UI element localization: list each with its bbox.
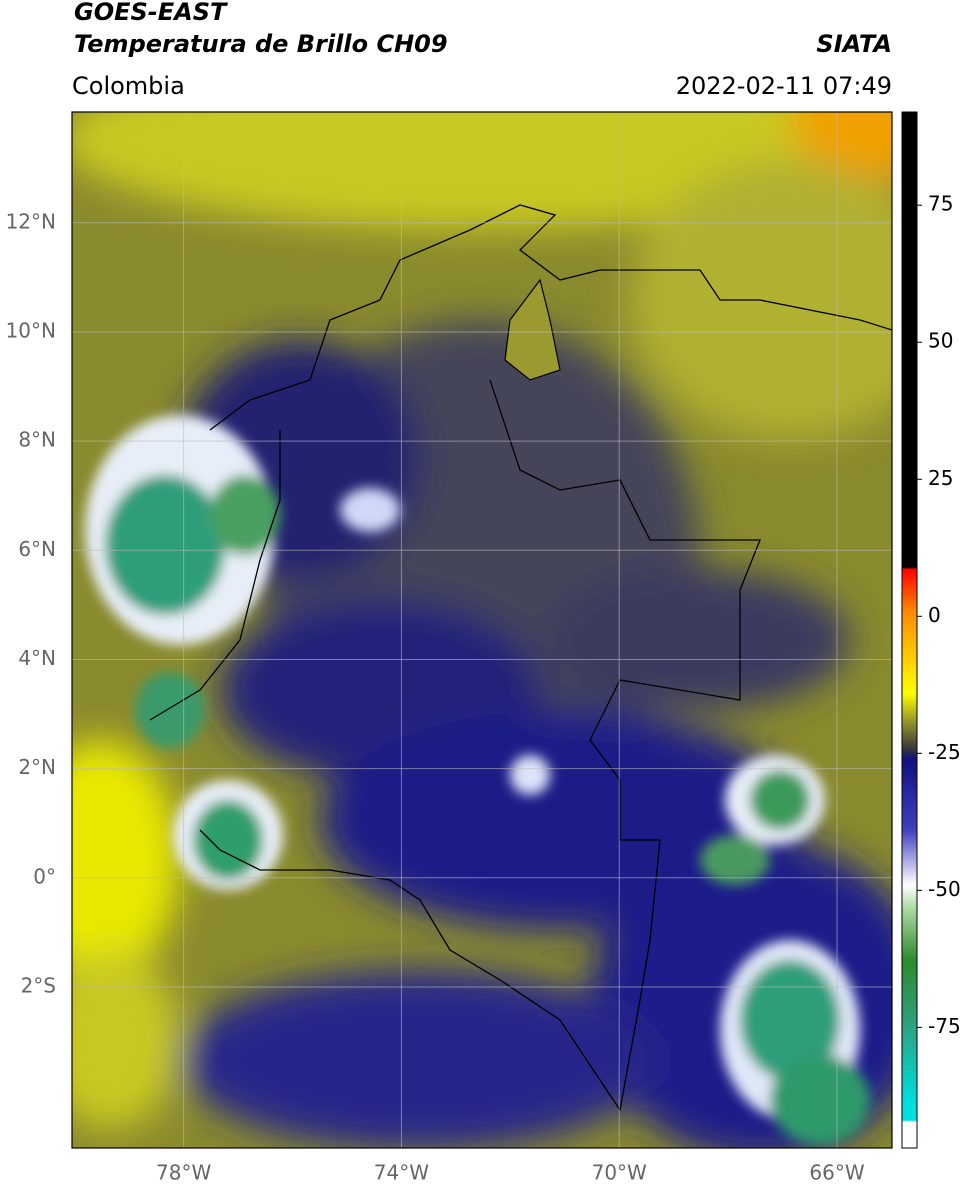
satellite-image — [72, 112, 892, 1148]
subtitle: Temperatura de Brillo CH09 — [74, 30, 448, 58]
lat-tick-label: 8°N — [18, 428, 56, 452]
colorbar-tick-label: 75 — [928, 192, 953, 216]
colorbar-tick-label: 25 — [928, 466, 953, 490]
source: SIATA — [816, 30, 892, 58]
colorbar-tick-label: 0 — [928, 603, 941, 627]
map-frame — [71, 111, 893, 1149]
lat-tick-label: 2°N — [18, 755, 56, 779]
lat-tick-label: 6°N — [18, 537, 56, 561]
lon-tick-label: 70°W — [592, 1161, 647, 1185]
datetime: 2022-02-11 07:49 — [676, 72, 892, 100]
lon-tick-label: 78°W — [156, 1161, 211, 1185]
colorbar-tick-label: -50 — [928, 877, 961, 901]
colorbar-tick-label: -25 — [928, 740, 961, 764]
colorbar — [901, 111, 918, 1149]
lat-tick-label: 0° — [33, 864, 56, 888]
title: GOES-EAST — [74, 0, 228, 26]
colorbar-tick-label: -75 — [928, 1014, 961, 1038]
lat-tick-label: 4°N — [18, 646, 56, 670]
lon-tick-label: 74°W — [374, 1161, 429, 1185]
lat-tick-label: 10°N — [6, 318, 56, 342]
lon-tick-label: 66°W — [809, 1161, 864, 1185]
colorbar-tick-label: 50 — [928, 329, 953, 353]
region: Colombia — [72, 72, 185, 100]
lat-tick-label: 12°N — [6, 209, 56, 233]
lat-tick-label: 2°S — [21, 973, 56, 997]
